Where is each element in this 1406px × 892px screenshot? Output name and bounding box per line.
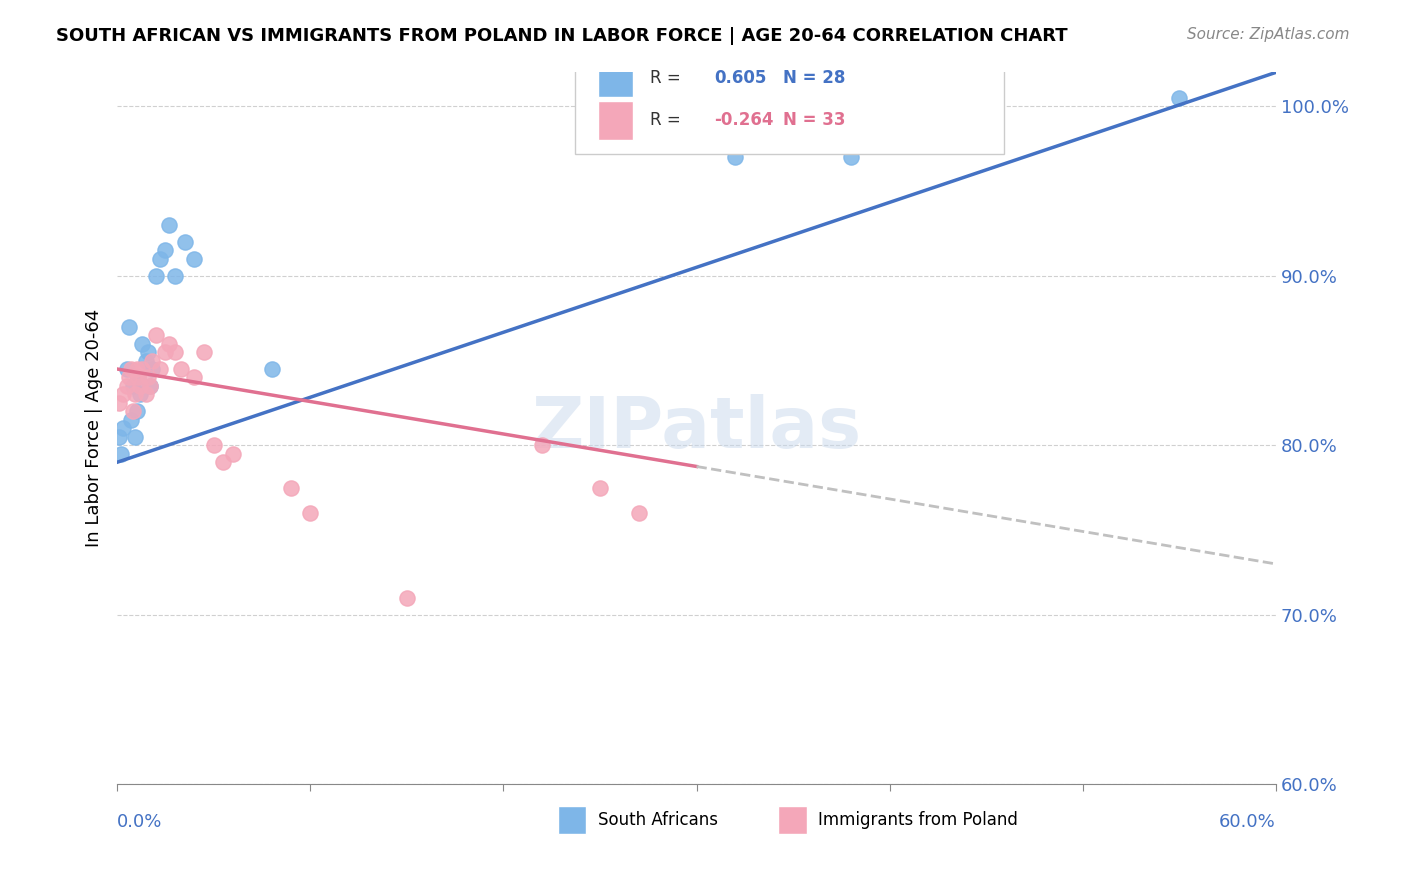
Point (115, 362, 138, 376)
Point (724, 150, 747, 164)
Bar (598, 101, 633, 140)
Point (125, 362, 148, 376)
Text: -0.264: -0.264 (714, 112, 773, 129)
Text: South Africans: South Africans (598, 811, 718, 829)
Point (155, 345, 177, 359)
Point (260, 362, 283, 376)
Point (124, 430, 146, 444)
Point (173, 235, 195, 249)
Point (531, 438, 554, 452)
FancyBboxPatch shape (575, 58, 1004, 154)
Text: N = 28: N = 28 (783, 69, 846, 87)
Point (121, 379, 143, 393)
Point (149, 252, 172, 266)
Point (183, 252, 205, 266)
Point (155, 244, 177, 258)
Point (127, 370, 149, 384)
Point (124, 387, 146, 401)
Point (589, 481, 612, 495)
Text: Source: ZipAtlas.com: Source: ZipAtlas.com (1187, 27, 1350, 42)
Point (120, 413, 142, 427)
Point (108, 396, 131, 410)
Point (135, 353, 157, 368)
Point (110, 447, 132, 461)
Text: 0.605: 0.605 (714, 69, 766, 87)
Point (108, 430, 131, 444)
Point (131, 362, 153, 376)
Point (157, 218, 180, 232)
Text: R =: R = (650, 69, 686, 87)
Point (974, 125, 997, 139)
Point (118, 370, 141, 384)
Point (202, 438, 225, 452)
Text: 0.0%: 0.0% (117, 813, 163, 830)
Point (111, 387, 134, 401)
Text: Immigrants from Poland: Immigrants from Poland (818, 811, 1018, 829)
Point (157, 336, 180, 351)
Bar (558, 805, 586, 834)
Point (131, 336, 153, 351)
Bar (598, 58, 633, 97)
Point (139, 379, 162, 393)
Point (118, 319, 141, 334)
Text: 60.0%: 60.0% (1219, 813, 1277, 830)
Point (170, 362, 193, 376)
Point (129, 387, 152, 401)
Point (1168, 91, 1191, 105)
Point (165, 268, 187, 283)
Point (139, 379, 162, 393)
Point (183, 370, 205, 384)
Point (136, 370, 159, 384)
Point (193, 345, 215, 359)
Point (135, 387, 157, 401)
Point (627, 506, 650, 520)
Point (125, 404, 148, 418)
Point (111, 421, 134, 435)
Y-axis label: In Labor Force | Age 20-64: In Labor Force | Age 20-64 (86, 310, 103, 548)
Point (129, 379, 152, 393)
Text: R =: R = (650, 112, 686, 129)
Point (121, 404, 143, 418)
Point (145, 268, 167, 283)
Point (149, 362, 172, 376)
Point (136, 345, 159, 359)
Bar (778, 805, 807, 834)
Text: N = 33: N = 33 (783, 112, 846, 129)
Point (120, 362, 142, 376)
Text: SOUTH AFRICAN VS IMMIGRANTS FROM POLAND IN LABOR FORCE | AGE 20-64 CORRELATION C: SOUTH AFRICAN VS IMMIGRANTS FROM POLAND … (56, 27, 1069, 45)
Point (839, 150, 862, 164)
Point (141, 353, 163, 368)
Point (145, 328, 167, 343)
Point (127, 370, 149, 384)
Point (280, 481, 302, 495)
Point (222, 447, 245, 461)
Point (395, 591, 418, 605)
Point (165, 345, 187, 359)
Text: ZIPatlas: ZIPatlas (531, 394, 862, 463)
Point (141, 362, 163, 376)
Point (115, 379, 138, 393)
Point (299, 506, 322, 520)
Point (212, 455, 235, 469)
Point (974, 837, 997, 851)
